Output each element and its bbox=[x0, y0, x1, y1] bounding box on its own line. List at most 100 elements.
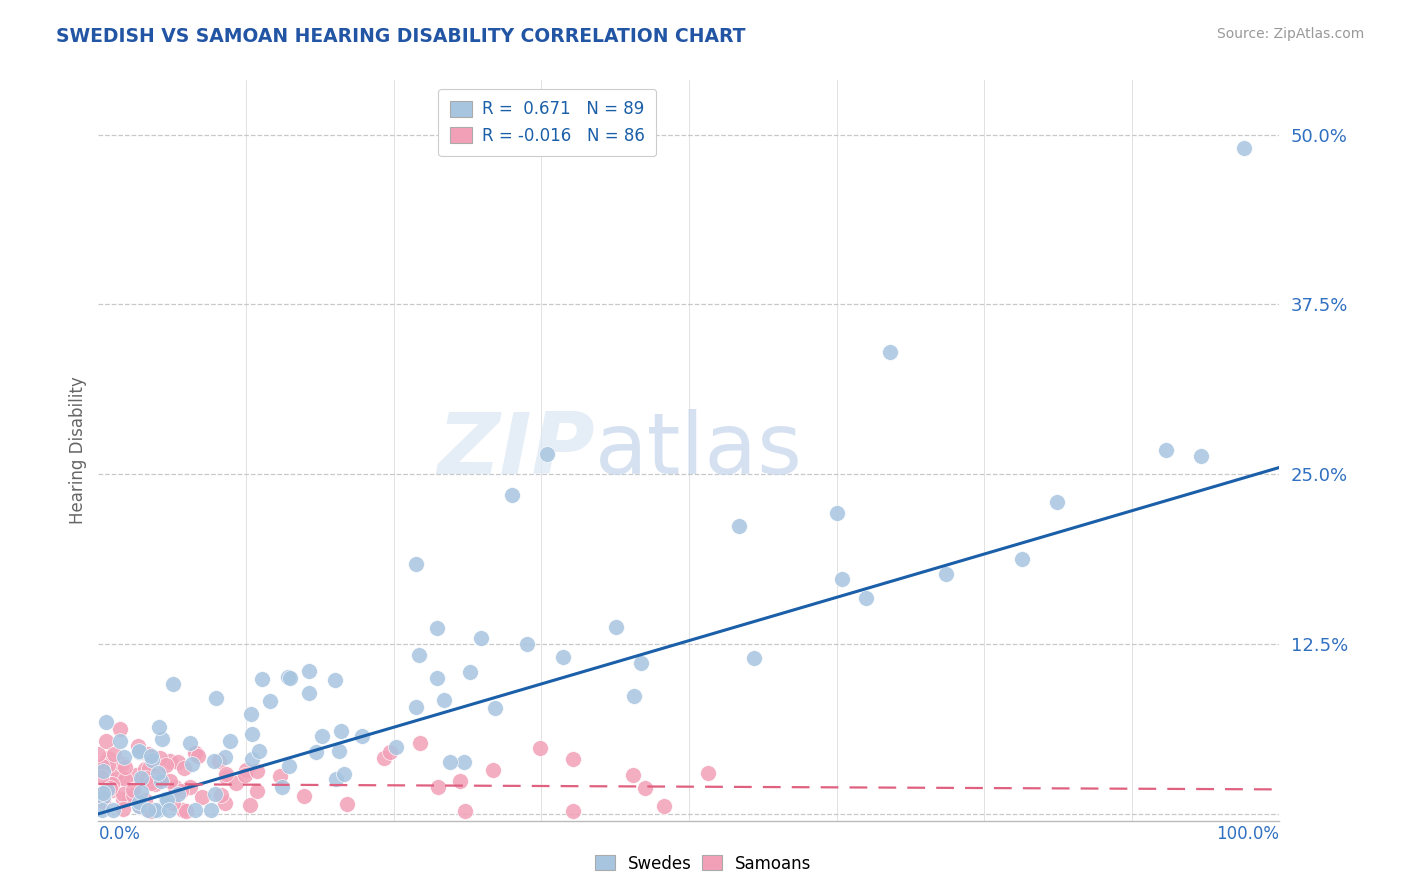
Point bbox=[1046, 494, 1069, 508]
Point bbox=[97, 751, 120, 765]
Point bbox=[112, 750, 135, 764]
Point bbox=[242, 752, 264, 766]
Point bbox=[94, 784, 117, 798]
Point bbox=[298, 664, 321, 678]
Point bbox=[184, 746, 207, 760]
Point bbox=[159, 773, 181, 788]
Point bbox=[336, 797, 359, 812]
Point bbox=[551, 649, 574, 664]
Point bbox=[90, 770, 112, 784]
Point bbox=[114, 772, 136, 786]
Point bbox=[630, 656, 652, 670]
Point bbox=[143, 777, 166, 791]
Point bbox=[536, 447, 558, 461]
Point bbox=[501, 487, 523, 501]
Point bbox=[136, 747, 159, 761]
Point bbox=[1233, 141, 1256, 155]
Point bbox=[150, 774, 173, 789]
Point bbox=[405, 700, 427, 714]
Point bbox=[408, 648, 430, 663]
Point bbox=[174, 804, 197, 818]
Point bbox=[162, 677, 184, 691]
Point bbox=[131, 771, 153, 785]
Point bbox=[621, 768, 644, 782]
Point bbox=[219, 734, 242, 748]
Point bbox=[150, 731, 173, 746]
Point bbox=[385, 740, 408, 755]
Point bbox=[484, 701, 506, 715]
Point bbox=[156, 793, 179, 807]
Point bbox=[165, 780, 187, 794]
Point bbox=[94, 759, 117, 773]
Legend: Swedes, Samoans: Swedes, Samoans bbox=[588, 848, 818, 880]
Point bbox=[105, 766, 128, 780]
Point bbox=[187, 749, 209, 764]
Text: ZIP: ZIP bbox=[437, 409, 595, 492]
Point bbox=[128, 744, 150, 758]
Point bbox=[325, 772, 347, 787]
Point bbox=[323, 673, 346, 687]
Point bbox=[728, 518, 751, 533]
Point bbox=[271, 780, 294, 794]
Point bbox=[200, 803, 222, 817]
Point bbox=[1189, 449, 1212, 463]
Point bbox=[101, 777, 124, 791]
Text: atlas: atlas bbox=[595, 409, 803, 492]
Point bbox=[209, 788, 232, 802]
Point bbox=[350, 729, 373, 743]
Point bbox=[470, 632, 492, 646]
Point bbox=[329, 724, 352, 739]
Point bbox=[167, 755, 190, 769]
Point bbox=[562, 804, 585, 818]
Text: SWEDISH VS SAMOAN HEARING DISABILITY CORRELATION CHART: SWEDISH VS SAMOAN HEARING DISABILITY COR… bbox=[56, 27, 745, 45]
Point bbox=[124, 768, 146, 782]
Point bbox=[155, 757, 177, 772]
Point bbox=[155, 791, 177, 805]
Point bbox=[634, 781, 657, 796]
Point bbox=[139, 804, 162, 818]
Point bbox=[167, 787, 190, 801]
Point bbox=[184, 803, 207, 817]
Point bbox=[141, 753, 163, 767]
Point bbox=[94, 734, 117, 748]
Point bbox=[449, 774, 471, 789]
Point bbox=[149, 768, 172, 782]
Point bbox=[245, 783, 267, 797]
Point bbox=[239, 706, 262, 721]
Point bbox=[225, 776, 247, 790]
Point bbox=[96, 783, 118, 797]
Point bbox=[170, 784, 193, 798]
Point bbox=[458, 665, 481, 680]
Point bbox=[269, 769, 291, 783]
Point bbox=[433, 693, 456, 707]
Point bbox=[935, 566, 957, 581]
Point bbox=[208, 755, 231, 769]
Point bbox=[292, 789, 315, 803]
Point bbox=[98, 772, 121, 786]
Point bbox=[98, 780, 121, 795]
Point bbox=[238, 797, 260, 812]
Point bbox=[298, 686, 321, 700]
Point bbox=[409, 735, 432, 749]
Point bbox=[259, 694, 281, 708]
Point bbox=[118, 791, 141, 805]
Point bbox=[623, 689, 645, 703]
Point bbox=[1154, 442, 1177, 457]
Point bbox=[122, 783, 145, 797]
Point bbox=[138, 761, 160, 775]
Text: 100.0%: 100.0% bbox=[1216, 825, 1279, 843]
Point bbox=[128, 795, 150, 809]
Point bbox=[135, 772, 157, 786]
Point bbox=[235, 763, 257, 777]
Point bbox=[240, 727, 263, 741]
Point bbox=[148, 720, 170, 734]
Point bbox=[373, 751, 395, 765]
Point bbox=[453, 755, 475, 769]
Point bbox=[697, 766, 720, 780]
Point bbox=[101, 803, 124, 817]
Point bbox=[328, 744, 350, 758]
Point bbox=[426, 780, 449, 794]
Point bbox=[179, 780, 201, 794]
Point bbox=[112, 787, 135, 801]
Point bbox=[205, 691, 228, 706]
